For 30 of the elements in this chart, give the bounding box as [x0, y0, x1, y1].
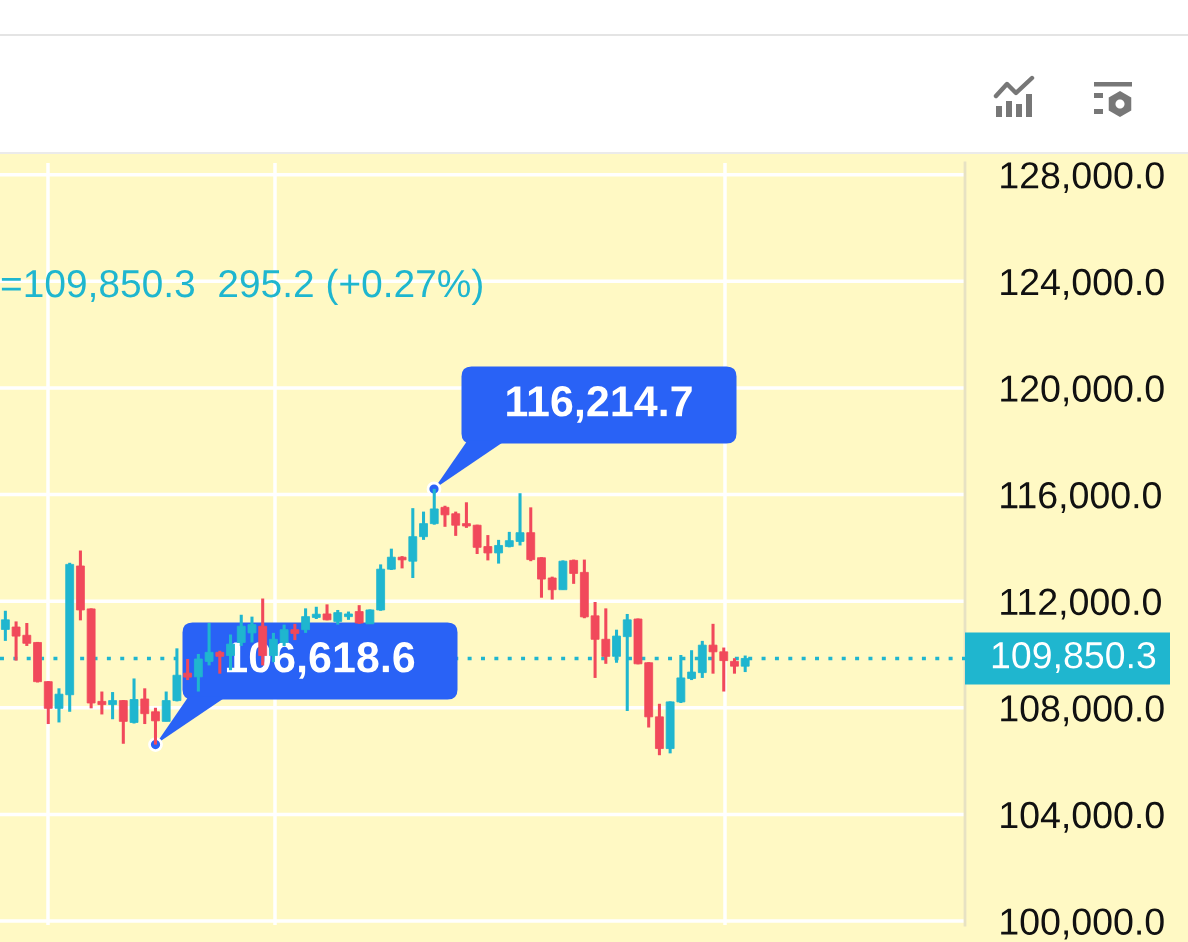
annotation: 106,618.6 [226, 642, 415, 679]
candlestick [129, 678, 139, 724]
candlestick [183, 659, 193, 682]
y-tick-label: 120,000.0 [1001, 375, 1164, 407]
y-tick-label: 108,000.0 [1001, 695, 1164, 727]
candlestick [386, 548, 396, 570]
y-tick-label: 112,000.0 [1001, 588, 1161, 620]
candlestick [494, 538, 503, 564]
candlestick [354, 605, 364, 624]
y-tick-label: 116,000.0 [1001, 481, 1161, 513]
ref-line-label: 109,850.3 [992, 641, 1156, 673]
candlestick [301, 608, 310, 633]
candlestick [537, 557, 546, 598]
candlestick [687, 650, 696, 682]
candlestick [108, 692, 117, 720]
candlestick [140, 688, 150, 726]
candlestick [118, 700, 128, 744]
candlestick [151, 706, 160, 745]
annotation: =109,850.3 295.2 (+0.27%) [1, 268, 482, 306]
candlestick [569, 559, 579, 584]
y-tick-label: 104,000.0 [1001, 801, 1164, 833]
candlestick [462, 502, 471, 528]
candlestick [0, 610, 10, 641]
candlestick [419, 511, 428, 540]
annotation: 116,214.7 [507, 386, 692, 423]
candlestick [215, 650, 225, 674]
y-tick-label: 100,000.0 [1001, 908, 1164, 940]
candlestick [429, 487, 439, 525]
y-tick-label: 128,000.0 [1001, 162, 1164, 194]
y-tick-label: 124,000.0 [1001, 268, 1164, 300]
